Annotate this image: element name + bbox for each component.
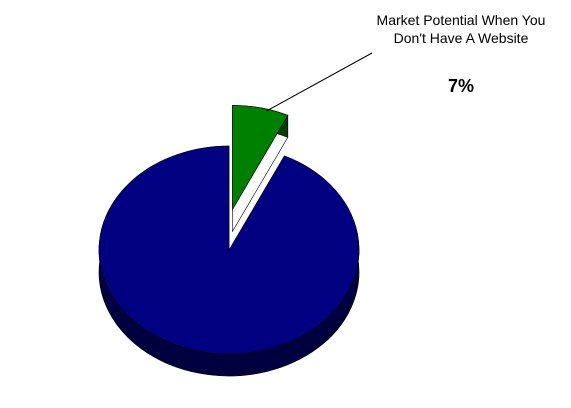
pie-slice-1 xyxy=(98,145,360,355)
pie-slice-0 xyxy=(232,105,289,211)
callout-leader-line xyxy=(266,52,373,112)
callout-label: Market Potential When You Don't Have A W… xyxy=(376,12,546,46)
callout-percentage: 7% xyxy=(447,76,474,96)
pie-top-layer xyxy=(98,105,360,355)
